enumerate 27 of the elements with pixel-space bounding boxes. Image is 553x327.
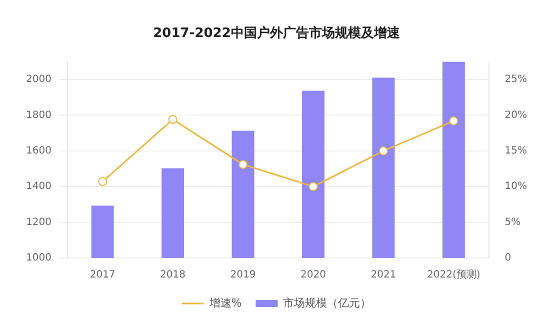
y2-tick-label: 0 [504,252,512,264]
y-tick-label: 1000 [26,252,52,264]
x-tick-label: 2020 [300,270,326,281]
x-tick-label: 2022(预测) [427,268,480,281]
point [308,182,318,192]
y-tick-label: 1200 [26,216,52,228]
chart-title: 2017-2022中国户外广告市场规模及增速 [153,25,401,42]
point [168,114,178,124]
point [98,177,108,186]
y2-tick-label: 15% [504,145,528,156]
y2-tick-label: 10% [504,181,528,192]
legend-label: 市场规模（亿元） [283,296,372,310]
y2-tick-label: 25% [504,74,528,86]
x-tick-label: 2017 [90,270,116,281]
y2-tick-label: 20% [504,110,528,121]
x-tick-label: 2018 [160,270,186,281]
point [378,146,388,156]
y-tick-label: 2000 [26,74,52,86]
y-tick-label: 1800 [26,110,52,121]
legend-label: 增速% [208,296,242,310]
y-tick-label: 1600 [26,145,52,156]
y-tick-label: 1400 [26,181,52,192]
point [449,116,458,126]
x-tick-label: 2021 [370,270,396,281]
point [238,160,248,169]
x-tick-label: 2019 [230,270,256,281]
y2-tick-label: 5% [504,216,521,228]
